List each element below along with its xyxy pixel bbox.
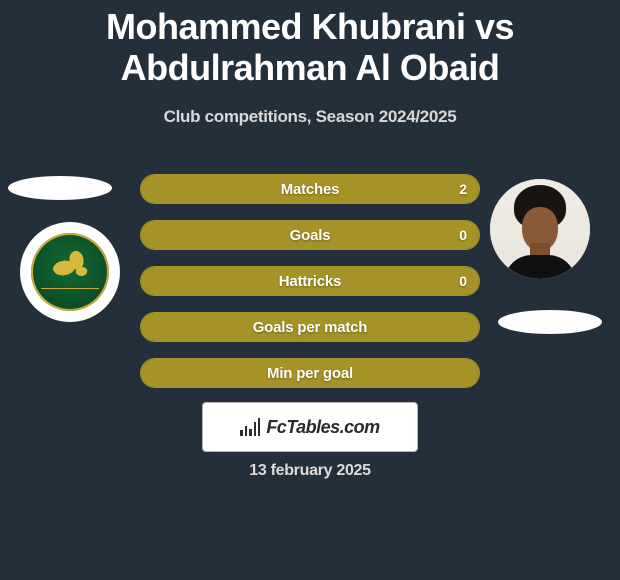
stat-bar-row: Hattricks0 bbox=[140, 266, 480, 296]
brand-text: FcTables.com bbox=[266, 417, 379, 438]
stat-bar-label: Hattricks bbox=[141, 267, 479, 295]
stat-bar-value: 0 bbox=[459, 221, 467, 249]
stats-bar-chart: Matches2Goals0Hattricks0Goals per matchM… bbox=[140, 174, 480, 404]
brand-badge: FcTables.com bbox=[202, 402, 418, 452]
stat-bar-label: Matches bbox=[141, 175, 479, 203]
page-subtitle: Club competitions, Season 2024/2025 bbox=[0, 107, 620, 127]
page-title: Mohammed Khubrani vs Abdulrahman Al Obai… bbox=[0, 0, 620, 89]
stat-bar-label: Goals per match bbox=[141, 313, 479, 341]
stat-bar-row: Goals per match bbox=[140, 312, 480, 342]
stat-bar-value: 2 bbox=[459, 175, 467, 203]
stat-bar-row: Min per goal bbox=[140, 358, 480, 388]
player-left-avatar bbox=[20, 222, 120, 322]
stat-bar-label: Goals bbox=[141, 221, 479, 249]
stat-bar-row: Matches2 bbox=[140, 174, 480, 204]
stat-bar-row: Goals0 bbox=[140, 220, 480, 250]
player-left-name-pill bbox=[8, 176, 112, 200]
bar-chart-icon bbox=[240, 418, 260, 436]
player-photo-icon bbox=[490, 179, 590, 279]
player-right-avatar bbox=[490, 179, 590, 279]
club-shield-icon bbox=[31, 233, 109, 311]
date-label: 13 february 2025 bbox=[0, 462, 620, 480]
stat-bar-value: 0 bbox=[459, 267, 467, 295]
player-right-name-pill bbox=[498, 310, 602, 334]
stat-bar-label: Min per goal bbox=[141, 359, 479, 387]
